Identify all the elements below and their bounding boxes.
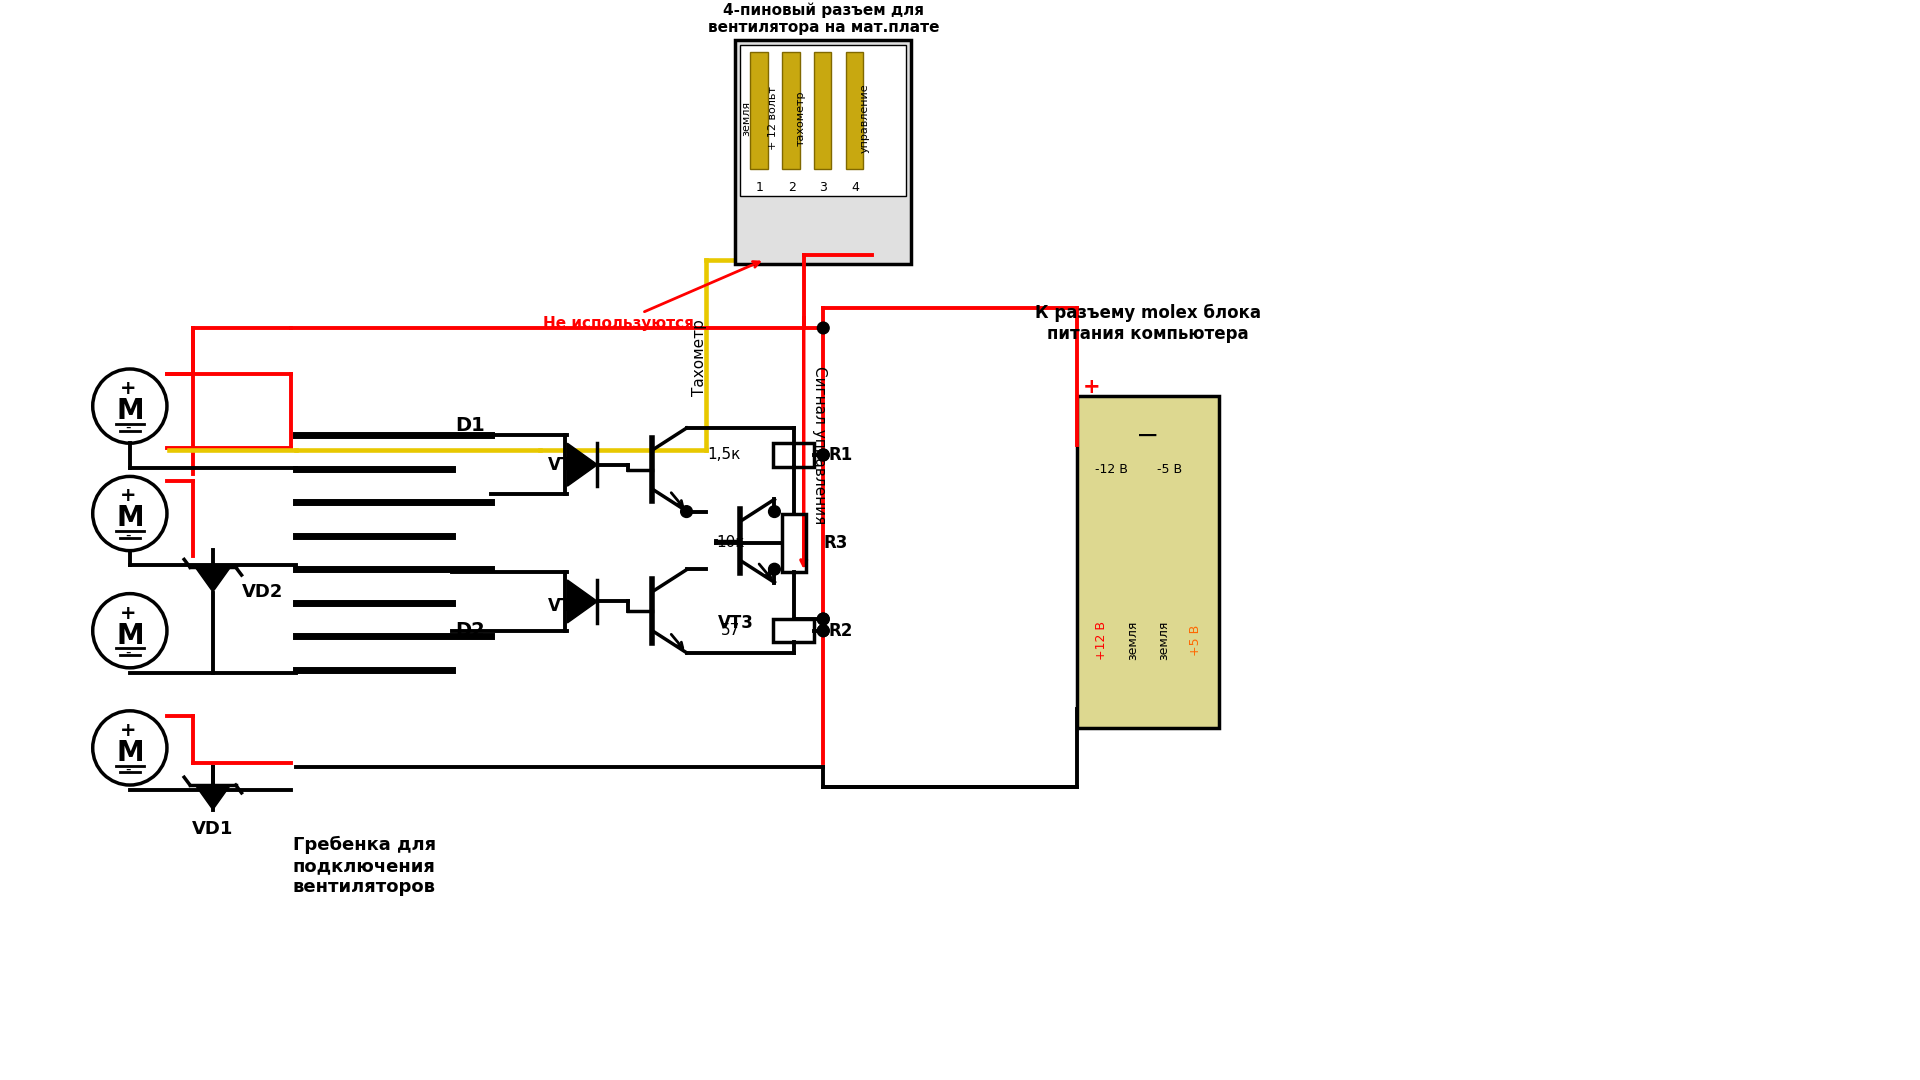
- Text: R1: R1: [828, 446, 852, 464]
- Text: D1: D1: [455, 416, 484, 435]
- Text: +: +: [119, 604, 136, 623]
- Text: M: M: [115, 739, 144, 767]
- Text: M: M: [115, 622, 144, 649]
- Polygon shape: [568, 443, 597, 486]
- Text: управление: управление: [860, 83, 870, 152]
- Text: R2: R2: [828, 622, 852, 639]
- Bar: [781, 52, 801, 168]
- Text: VT1: VT1: [549, 456, 584, 474]
- Text: D2: D2: [455, 621, 484, 640]
- Bar: [735, 40, 912, 265]
- Text: VD2: VD2: [242, 583, 284, 600]
- Text: -: -: [125, 527, 131, 542]
- Circle shape: [818, 625, 829, 636]
- Bar: [741, 44, 906, 197]
- Text: −: −: [1137, 421, 1160, 449]
- Text: VT2: VT2: [547, 597, 584, 616]
- Text: 1: 1: [756, 181, 764, 194]
- Circle shape: [818, 625, 829, 636]
- Text: -: -: [125, 420, 131, 435]
- Text: M: M: [115, 397, 144, 426]
- Text: +5 В: +5 В: [1188, 625, 1202, 657]
- Circle shape: [768, 564, 780, 575]
- Circle shape: [682, 505, 693, 517]
- Bar: [814, 52, 831, 168]
- Text: земля: земля: [741, 100, 751, 136]
- Polygon shape: [196, 785, 230, 810]
- Bar: [774, 443, 814, 467]
- Text: M: M: [115, 504, 144, 532]
- Circle shape: [768, 505, 780, 517]
- Text: VT3: VT3: [718, 615, 753, 632]
- Text: Сигнал управления: Сигнал управления: [812, 366, 826, 524]
- Text: 4: 4: [852, 181, 860, 194]
- Polygon shape: [196, 567, 230, 592]
- Bar: [751, 52, 768, 168]
- Text: 1,5к: 1,5к: [707, 447, 741, 462]
- Text: +12 В: +12 В: [1094, 621, 1108, 660]
- Text: -5 В: -5 В: [1158, 463, 1183, 476]
- Text: тахометр: тахометр: [795, 91, 806, 146]
- Text: Не используются: Не используются: [543, 261, 758, 330]
- Text: земля: земля: [1158, 621, 1171, 660]
- Text: 3: 3: [820, 181, 828, 194]
- Text: 10к: 10к: [716, 536, 745, 551]
- Text: 57: 57: [722, 623, 741, 638]
- Bar: [845, 52, 864, 168]
- Circle shape: [818, 449, 829, 461]
- Text: +: +: [119, 379, 136, 399]
- Text: 2: 2: [787, 181, 797, 194]
- Circle shape: [818, 613, 829, 625]
- Text: +: +: [1083, 377, 1100, 396]
- Bar: [781, 513, 806, 572]
- Bar: [774, 619, 814, 643]
- Text: +: +: [119, 486, 136, 505]
- Text: R3: R3: [824, 534, 847, 552]
- Circle shape: [818, 449, 829, 461]
- Text: -: -: [125, 645, 131, 660]
- Text: + 12 вольт: + 12 вольт: [768, 86, 778, 150]
- Circle shape: [818, 322, 829, 334]
- Text: Тахометр: Тахометр: [691, 319, 707, 395]
- Polygon shape: [568, 580, 597, 623]
- Text: +: +: [119, 720, 136, 740]
- Text: VD1: VD1: [192, 820, 234, 838]
- Bar: [1077, 396, 1219, 728]
- Circle shape: [818, 613, 829, 625]
- Text: Гребенка для
подключения
вентиляторов: Гребенка для подключения вентиляторов: [292, 836, 436, 895]
- Text: -12 В: -12 В: [1094, 463, 1127, 476]
- Text: земля: земля: [1127, 621, 1139, 660]
- Text: К разъему molex блока
питания компьютера: К разъему molex блока питания компьютера: [1035, 303, 1261, 342]
- Text: -: -: [125, 761, 131, 777]
- Text: 4-пиновый разъем для
вентилятора на мат.плате: 4-пиновый разъем для вентилятора на мат.…: [707, 2, 939, 35]
